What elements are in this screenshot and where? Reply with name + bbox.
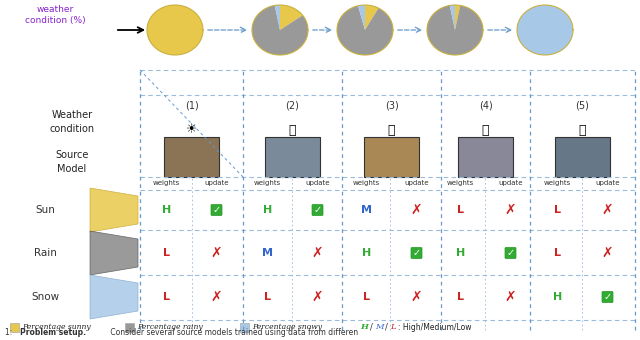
Text: ✗: ✗: [411, 203, 422, 217]
Text: Source
Model: Source Model: [55, 150, 89, 174]
Text: L: L: [264, 292, 271, 302]
Polygon shape: [365, 5, 378, 30]
FancyBboxPatch shape: [602, 291, 613, 303]
Text: weights: weights: [544, 180, 571, 186]
Polygon shape: [517, 5, 573, 55]
Text: L: L: [554, 248, 561, 258]
Polygon shape: [90, 275, 138, 319]
Text: ✓: ✓: [314, 205, 321, 215]
Text: update: update: [305, 180, 330, 186]
Bar: [555, 137, 610, 177]
Bar: [10, 323, 19, 332]
Text: ✗: ✗: [312, 246, 323, 260]
Text: ☀: ☀: [186, 123, 197, 136]
Bar: [458, 137, 513, 177]
Text: (1): (1): [184, 100, 198, 110]
FancyBboxPatch shape: [411, 248, 422, 258]
FancyBboxPatch shape: [505, 248, 516, 258]
Text: (5): (5): [575, 100, 589, 110]
Polygon shape: [427, 5, 483, 55]
Text: Snow: Snow: [31, 292, 59, 302]
Text: ✓: ✓: [506, 248, 515, 258]
Text: weights: weights: [353, 180, 380, 186]
Text: 1:: 1:: [5, 328, 17, 337]
Text: ✗: ✗: [602, 246, 613, 260]
Text: (3): (3): [385, 100, 398, 110]
Bar: [364, 137, 419, 177]
Polygon shape: [252, 5, 308, 55]
Text: ✓: ✓: [212, 205, 221, 215]
Text: weights: weights: [254, 180, 281, 186]
Text: Rain: Rain: [33, 248, 56, 258]
Text: (2): (2): [285, 100, 300, 110]
Bar: [265, 137, 320, 177]
Text: L: L: [163, 248, 170, 258]
Text: L: L: [363, 292, 370, 302]
Text: H: H: [456, 248, 465, 258]
Text: update: update: [204, 180, 228, 186]
Text: /: /: [385, 323, 388, 332]
FancyBboxPatch shape: [211, 204, 222, 216]
Text: weights: weights: [447, 180, 474, 186]
Polygon shape: [90, 188, 138, 232]
Text: ✗: ✗: [505, 290, 516, 304]
Text: Consider several source models trained using data from differen: Consider several source models trained u…: [108, 328, 358, 337]
Bar: [240, 323, 249, 332]
Text: H: H: [162, 205, 171, 215]
Text: 🌨: 🌨: [579, 123, 586, 136]
Text: Problem setup.: Problem setup.: [20, 328, 86, 337]
Text: ⛅: ⛅: [289, 123, 296, 136]
Text: L: L: [390, 323, 396, 331]
Text: /: /: [370, 323, 373, 332]
FancyBboxPatch shape: [312, 204, 323, 216]
Text: : High/Medium/Low: : High/Medium/Low: [398, 323, 472, 332]
Polygon shape: [147, 5, 203, 55]
Text: Sun: Sun: [35, 205, 55, 215]
Text: M: M: [375, 323, 383, 331]
Text: L: L: [457, 205, 464, 215]
Text: Percentage sunny: Percentage sunny: [22, 323, 91, 331]
Text: ✓: ✓: [412, 248, 420, 258]
Text: ✗: ✗: [411, 290, 422, 304]
Text: ✓: ✓: [604, 292, 612, 302]
Text: M: M: [361, 205, 372, 215]
Polygon shape: [337, 6, 393, 55]
Polygon shape: [450, 5, 455, 30]
Text: H: H: [360, 323, 368, 331]
Text: ✗: ✗: [505, 203, 516, 217]
Text: ✗: ✗: [211, 246, 222, 260]
Text: update: update: [404, 180, 429, 186]
Polygon shape: [455, 5, 460, 30]
Polygon shape: [280, 5, 303, 30]
Text: ✗: ✗: [602, 203, 613, 217]
Text: 🌦: 🌦: [388, 123, 396, 136]
Text: update: update: [499, 180, 523, 186]
Text: 🌧: 🌧: [482, 123, 489, 136]
Polygon shape: [275, 5, 280, 30]
Text: H: H: [263, 205, 272, 215]
Text: H: H: [362, 248, 371, 258]
Bar: [125, 323, 134, 332]
Text: ✗: ✗: [312, 290, 323, 304]
Text: Percentage snowy: Percentage snowy: [252, 323, 322, 331]
Polygon shape: [90, 231, 138, 275]
Text: L: L: [163, 292, 170, 302]
Text: Weather
condition: Weather condition: [49, 110, 95, 134]
Text: M: M: [262, 248, 273, 258]
Text: H: H: [553, 292, 562, 302]
Text: L: L: [457, 292, 464, 302]
Polygon shape: [358, 5, 365, 30]
Text: weights: weights: [153, 180, 180, 186]
Text: ✗: ✗: [211, 290, 222, 304]
Text: L: L: [554, 205, 561, 215]
Text: (4): (4): [479, 100, 492, 110]
Bar: [164, 137, 219, 177]
Text: Percentage rainy: Percentage rainy: [137, 323, 203, 331]
Text: weather
condition (%): weather condition (%): [25, 5, 85, 26]
Text: update: update: [595, 180, 620, 186]
